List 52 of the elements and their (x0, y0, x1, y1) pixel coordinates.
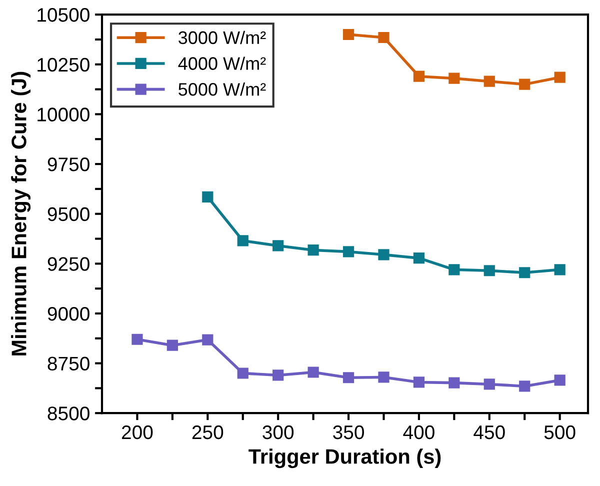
point (519, 380, 530, 392)
y-tick-label: 8750 (48, 356, 90, 371)
x-tick-label: 200 (122, 425, 153, 440)
point (237, 235, 248, 246)
point (342, 246, 354, 258)
point (554, 72, 566, 83)
y-tick-label: 10500 (38, 8, 90, 22)
point (519, 267, 530, 278)
point (308, 366, 319, 378)
x-tick-label: 400 (403, 425, 434, 440)
point (519, 78, 530, 90)
legend-label: 5000 W/m² (178, 82, 266, 96)
point (342, 28, 354, 40)
point (378, 32, 390, 44)
point (448, 264, 460, 276)
point (202, 191, 214, 202)
x-tick-label: 450 (474, 425, 505, 440)
y-tick-label: 9000 (48, 306, 90, 321)
point (378, 249, 390, 260)
point (202, 334, 214, 346)
x-tick-label: 500 (544, 425, 576, 440)
point (132, 334, 143, 345)
legend-label: 3000 W/m² (178, 30, 266, 44)
x-tick-label: 300 (262, 425, 294, 440)
point (413, 376, 425, 388)
point (272, 370, 284, 381)
y-tick-label: 9500 (48, 207, 90, 222)
y-tick-label: 10000 (38, 108, 90, 122)
point (308, 244, 319, 256)
point (378, 372, 390, 383)
x-tick-label: 350 (333, 425, 364, 440)
point (484, 265, 495, 276)
point (272, 240, 284, 252)
point (166, 340, 178, 351)
point (554, 374, 566, 386)
point (413, 252, 425, 264)
point (237, 368, 248, 379)
y-axis-title: Minimum Energy for Cure (J) (11, 72, 31, 356)
point (448, 72, 460, 84)
point (413, 70, 425, 82)
point (554, 264, 566, 276)
x-tick-label: 250 (192, 425, 224, 440)
point (448, 377, 460, 388)
y-tick-label: 9750 (48, 157, 90, 172)
point (342, 372, 354, 384)
x-axis-title: Trigger Duration (s) (248, 448, 441, 468)
y-tick-label: 8500 (48, 406, 90, 420)
y-tick-label: 10250 (38, 58, 90, 72)
point (484, 378, 495, 390)
point (484, 76, 495, 87)
legend-label: 4000 W/m² (178, 56, 266, 70)
y-tick-label: 9250 (48, 257, 90, 271)
